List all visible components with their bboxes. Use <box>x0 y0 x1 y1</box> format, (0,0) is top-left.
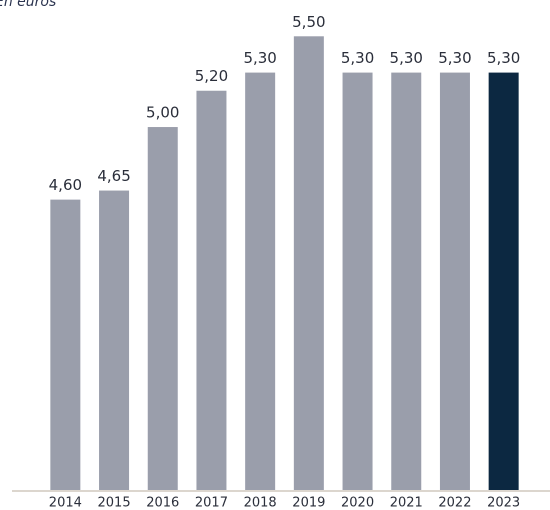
bar <box>342 72 373 490</box>
value-label: 5,00 <box>146 104 179 122</box>
x-tick-label: 2014 <box>49 496 82 510</box>
x-tick-label: 2018 <box>244 496 277 510</box>
bar <box>293 36 324 490</box>
value-label: 4,65 <box>97 167 130 185</box>
x-tick-label: 2021 <box>390 496 423 510</box>
bar <box>147 127 178 490</box>
value-label: 5,30 <box>341 49 374 67</box>
bar <box>488 72 519 490</box>
value-label: 5,20 <box>195 67 228 85</box>
x-tick-label: 2015 <box>98 496 131 510</box>
bar <box>50 199 81 490</box>
value-label: 5,30 <box>487 49 520 67</box>
bar <box>245 72 276 490</box>
bar <box>99 190 130 491</box>
x-tick-label: 2020 <box>341 496 374 510</box>
bar <box>439 72 470 490</box>
chart-subtitle: En euros <box>0 0 56 10</box>
x-tick-label: 2019 <box>292 496 325 510</box>
value-label: 5,50 <box>292 13 325 31</box>
x-tick-label: 2022 <box>438 496 471 510</box>
x-tick-label: 2017 <box>195 496 228 510</box>
value-label: 5,30 <box>243 49 276 67</box>
x-tick-label: 2023 <box>487 496 520 510</box>
bar <box>196 90 227 491</box>
value-label: 5,30 <box>438 49 471 67</box>
value-label: 5,30 <box>390 49 423 67</box>
x-tick-label: 2016 <box>146 496 179 510</box>
bar <box>391 72 422 490</box>
value-label: 4,60 <box>49 176 82 194</box>
